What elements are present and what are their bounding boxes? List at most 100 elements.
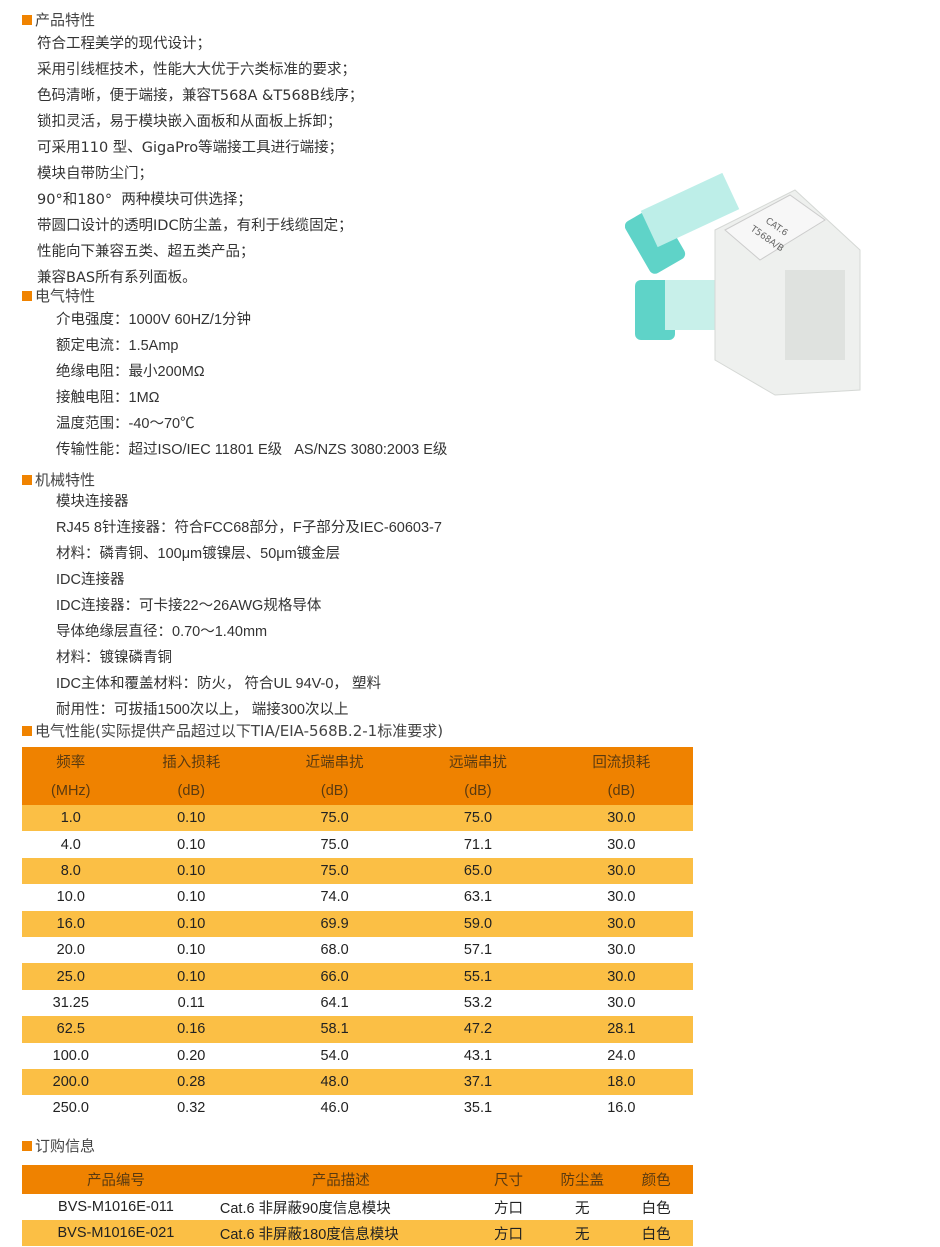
performance-heading: 电气性能(实际提供产品超过以下TIA/EIA-568B.2-1标准要求) xyxy=(22,720,443,741)
list-item: 模块自带防尘门； xyxy=(37,166,153,182)
list-item: IDC连接器 xyxy=(56,572,125,588)
list-item: 导体绝缘层直径：0.70～1.40mm xyxy=(56,624,268,640)
electrical-heading: 电气特性 xyxy=(22,285,95,306)
table-cell: 75.0 xyxy=(463,810,493,827)
table-row: 4.0 0.10 75.0 71.1 30.0 xyxy=(22,831,693,857)
table-row: 250.0 0.32 46.0 35.1 16.0 xyxy=(22,1095,693,1121)
table-cell: 53.2 xyxy=(463,994,493,1011)
table-cell: 64.1 xyxy=(320,994,349,1011)
table-cell: 方口 xyxy=(493,1226,523,1243)
table-row: 25.0 0.10 66.0 55.1 30.0 xyxy=(22,963,693,990)
features-list: 符合工程美学的现代设计； 采用引线框技术，性能大大优于六类标准的要求； 色码清晰，便… xyxy=(37,31,363,291)
list-item: 带圆口设计的透明IDC防尘盖，有利于线缆固定； xyxy=(37,218,353,234)
table-cell: 35.1 xyxy=(463,1100,493,1117)
table-cell: 24.0 xyxy=(607,1047,636,1064)
table-cell: 43.1 xyxy=(463,1047,493,1064)
bullet-square-icon xyxy=(22,725,32,736)
heading-text: 电气性能(实际提供产品超过以下TIA/EIA-568B.2-1标准要求) xyxy=(35,722,444,740)
list-item: 模块连接器 xyxy=(56,494,129,510)
column-header: (dB) xyxy=(177,782,205,799)
bullet-square-icon xyxy=(22,14,32,25)
table-row: 16.0 0.10 69.9 59.0 30.0 xyxy=(22,910,693,937)
table-cell: 63.1 xyxy=(463,889,493,906)
table-cell: 0.11 xyxy=(177,994,205,1011)
table-cell: 200.0 xyxy=(52,1074,89,1091)
column-header: 产品描述 xyxy=(311,1173,370,1189)
table-row: 20.0 0.10 68.0 57.1 30.0 xyxy=(22,937,693,963)
table-cell: 25.0 xyxy=(56,968,85,985)
heading-text: 产品特性 xyxy=(35,11,96,29)
list-item: 材料：磷青铜、100μm镀镍层、50μm镀金层 xyxy=(56,546,341,562)
table-cell: 1.0 xyxy=(60,810,81,827)
column-header: 回流损耗 xyxy=(592,755,651,771)
list-item: 锁扣灵活，易于模块嵌入面板和从面板上拆卸； xyxy=(37,114,342,130)
list-item: 接触电阻：1MΩ xyxy=(56,390,160,406)
column-header: 远端串扰 xyxy=(448,755,507,771)
bullet-square-icon xyxy=(22,1140,32,1151)
product-image: T568A/B CAT.6 xyxy=(625,172,861,396)
table-cell: 75.0 xyxy=(320,810,349,827)
table-cell: 0.10 xyxy=(177,942,206,959)
table-cell: 55.1 xyxy=(463,968,493,985)
table-cell: 69.9 xyxy=(320,915,349,932)
list-item: 额定电流：1.5Amp xyxy=(56,338,179,354)
table-cell: 30.0 xyxy=(607,968,636,985)
column-header: 尺寸 xyxy=(493,1173,523,1189)
table-cell: 0.10 xyxy=(177,889,206,906)
table-cell: 16.0 xyxy=(607,1100,636,1117)
table-cell: 18.0 xyxy=(607,1074,636,1091)
table-cell: 30.0 xyxy=(607,942,636,959)
electrical-list: 介电强度：1000V 60HZ/1分钟 额定电流：1.5Amp 绝缘电阻：最小200… xyxy=(56,307,447,463)
table-cell: 250.0 xyxy=(52,1100,89,1117)
list-item: 材料：镀镍磷青铜 xyxy=(56,650,172,666)
table-row: 200.0 0.28 48.0 37.1 18.0 xyxy=(22,1068,693,1096)
table-cell: 59.0 xyxy=(463,915,493,932)
table-row: 62.5 0.16 58.1 47.2 28.1 xyxy=(22,1016,693,1043)
features-heading: 产品特性 xyxy=(22,9,95,30)
column-header: 近端串扰 xyxy=(305,755,364,771)
table-row: 31.25 0.11 64.1 53.2 30.0 xyxy=(22,990,693,1016)
table-cell: 28.1 xyxy=(607,1021,636,1038)
column-header: (dB) xyxy=(607,782,636,799)
column-header: 防尘盖 xyxy=(560,1173,605,1189)
bullet-square-icon xyxy=(22,290,32,301)
table-cell: 0.10 xyxy=(177,968,206,985)
column-header: 插入损耗 xyxy=(162,755,221,771)
list-item: 符合工程美学的现代设计； xyxy=(37,36,211,52)
table-cell: 66.0 xyxy=(320,968,349,985)
table-cell: 0.16 xyxy=(177,1021,206,1038)
table-cell: 30.0 xyxy=(607,862,636,879)
table-cell: 75.0 xyxy=(320,836,349,853)
table-header-row: 频率 插入损耗 近端串扰 远端串扰 回流损耗 xyxy=(22,747,693,776)
table-row: 10.0 0.10 74.0 63.1 30.0 xyxy=(22,884,693,910)
table-cell: 65.0 xyxy=(463,862,493,879)
table-cell: 30.0 xyxy=(607,836,636,853)
table-cell: 75.0 xyxy=(320,862,349,879)
column-header: (dB) xyxy=(320,782,349,799)
table-cell: 30.0 xyxy=(607,915,636,932)
table-cell: 30.0 xyxy=(607,994,636,1011)
table-cell: 0.32 xyxy=(177,1100,206,1117)
table-row: 1.0 0.10 75.0 75.0 30.0 xyxy=(22,805,693,832)
table-cell: 20.0 xyxy=(56,942,85,959)
table-cell: 100.0 xyxy=(52,1047,89,1064)
table-cell: 57.1 xyxy=(463,942,493,959)
table-cell: 30.0 xyxy=(607,889,636,906)
column-header: (MHz) xyxy=(51,782,91,799)
table-cell: 8.0 xyxy=(60,862,81,879)
list-item: 色码清晰，便于端接，兼容T568A &T568B线序； xyxy=(37,88,364,104)
table-cell: 0.10 xyxy=(177,862,206,879)
table-cell: 无 xyxy=(575,1226,590,1243)
table-row: 100.0 0.20 54.0 43.1 24.0 xyxy=(22,1043,693,1069)
heading-text: 机械特性 xyxy=(35,471,96,489)
list-item: 90°和180° 两种模块可供选择； xyxy=(37,192,252,208)
table-cell: 无 xyxy=(575,1200,590,1217)
table-header-row: 产品编号 产品描述 尺寸 防尘盖 颜色 xyxy=(22,1165,693,1194)
table-cell: 62.5 xyxy=(56,1021,85,1038)
table-cell: 48.0 xyxy=(320,1074,349,1091)
list-item: 兼容BAS所有系列面板。 xyxy=(37,270,197,286)
table-row: 8.0 0.10 75.0 65.0 30.0 xyxy=(22,857,693,885)
list-item: IDC连接器：可卡接22～26AWG规格导体 xyxy=(56,598,322,614)
table-cell: 0.20 xyxy=(177,1047,206,1064)
